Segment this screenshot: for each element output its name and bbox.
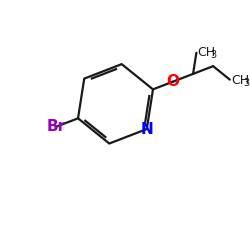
Text: O: O (166, 74, 179, 89)
Text: CH: CH (198, 46, 216, 59)
Text: 3: 3 (210, 50, 216, 59)
Text: CH: CH (231, 74, 249, 86)
Text: Br: Br (46, 120, 65, 134)
Text: N: N (140, 122, 153, 136)
Text: 3: 3 (244, 78, 250, 88)
